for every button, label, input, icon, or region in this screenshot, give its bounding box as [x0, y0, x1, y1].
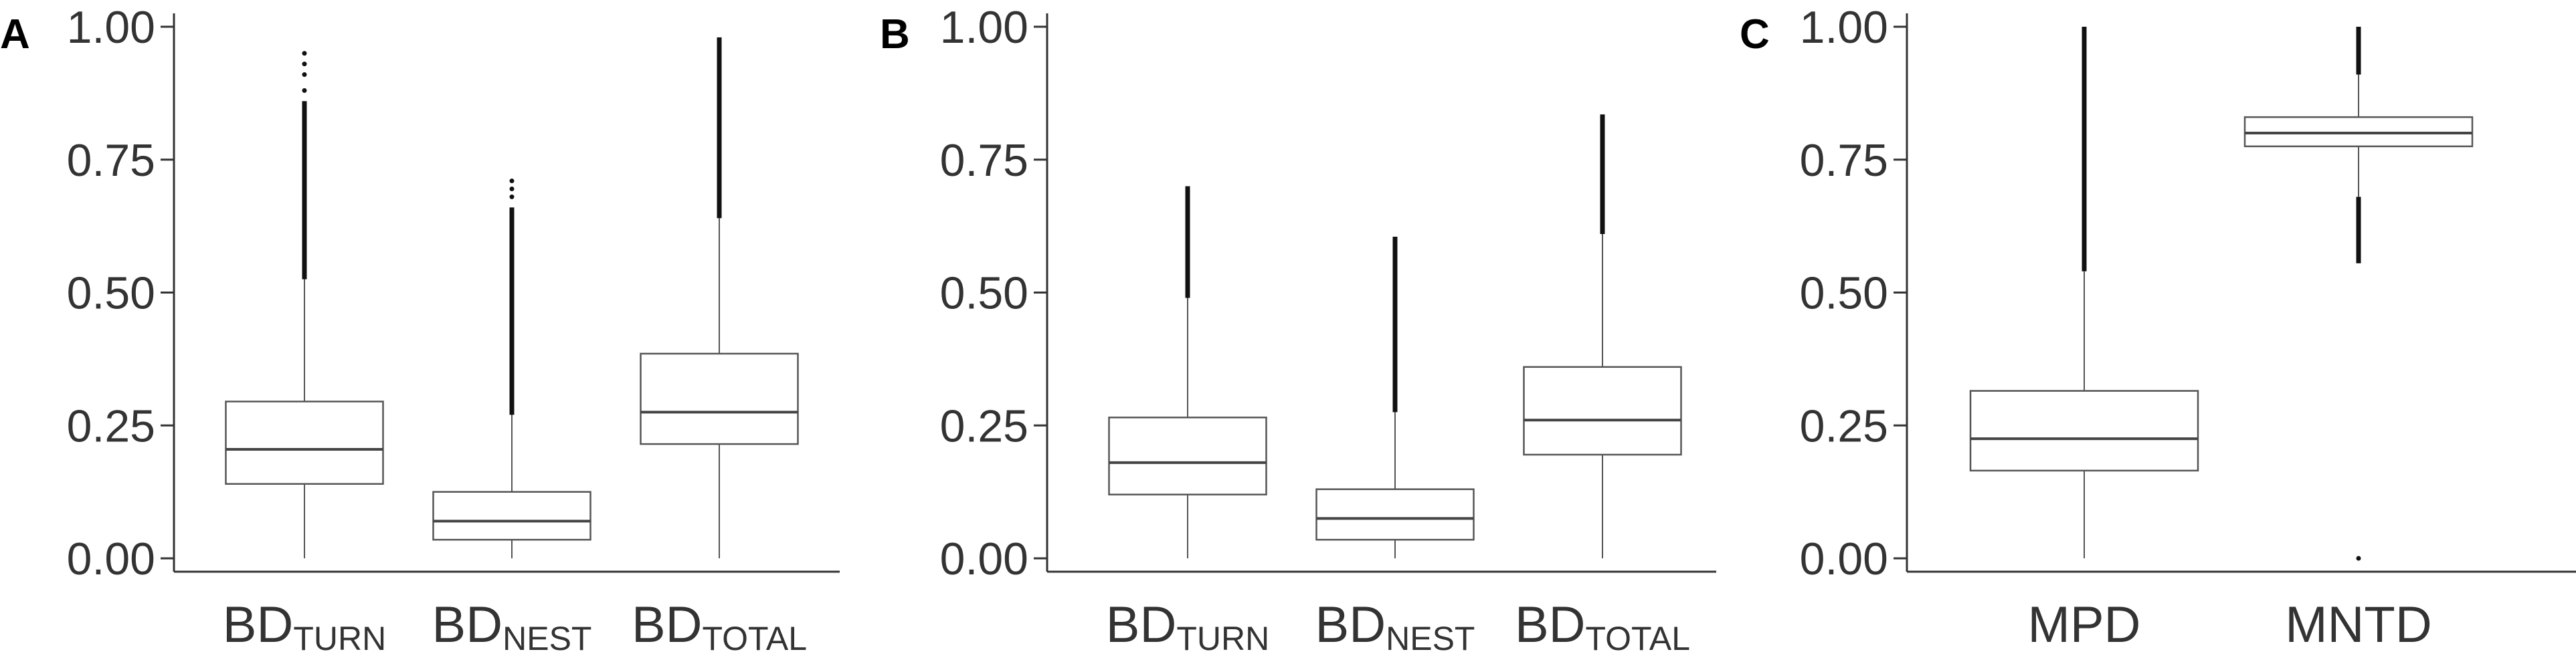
- outlier-point: [302, 72, 307, 78]
- panel-label: B: [880, 11, 910, 58]
- x-tick-label: BDTOTAL: [632, 596, 807, 657]
- box-iqr: [1523, 366, 1682, 456]
- y-tick-label: 1.00: [940, 2, 1028, 53]
- x-tick-label-main: BD: [632, 596, 703, 653]
- y-tick-label: 0.25: [940, 401, 1028, 451]
- outlier-point: [302, 62, 307, 67]
- y-tick-label: 0.00: [1800, 534, 1888, 584]
- y-tick-label: 0.00: [940, 534, 1028, 584]
- x-tick-label-main: BD: [223, 596, 294, 653]
- box-2: [2243, 27, 2474, 561]
- y-tick-label: 1.00: [67, 2, 155, 53]
- box-iqr: [432, 491, 591, 541]
- y-tick-label: 0.75: [940, 135, 1028, 186]
- x-tick-label-subscript: TOTAL: [703, 620, 808, 657]
- x-tick-label-subscript: TOTAL: [1586, 620, 1691, 657]
- x-tick-label-subscript: NEST: [1386, 620, 1475, 657]
- x-tick-label-main: BD: [1315, 596, 1386, 653]
- y-tick-label: 0.50: [1800, 268, 1888, 319]
- y-tick-label: 0.50: [940, 268, 1028, 319]
- x-tick-label: BDTURN: [223, 596, 386, 657]
- x-tick-label-main: MNTD: [2285, 596, 2432, 653]
- y-tick-label: 0.25: [67, 401, 155, 451]
- x-tick-label-main: BD: [1515, 596, 1586, 653]
- outlier-point: [302, 51, 307, 56]
- x-tick-label: MPD: [2028, 596, 2141, 653]
- outlier-point: [2356, 556, 2361, 561]
- x-tick-label-main: MPD: [2028, 596, 2141, 653]
- y-tick-label: 0.75: [67, 135, 155, 186]
- y-tick-label: 0.00: [67, 534, 155, 584]
- box-iqr: [225, 401, 384, 485]
- y-tick-label: 0.50: [67, 268, 155, 319]
- box-3: [1523, 114, 1682, 558]
- box-iqr: [1969, 390, 2199, 472]
- box-3: [640, 37, 799, 558]
- x-tick-label-subscript: TURN: [293, 620, 386, 657]
- panel-label: A: [0, 11, 30, 58]
- box-2: [1315, 237, 1475, 558]
- x-tick-label-subscript: TURN: [1176, 620, 1269, 657]
- x-tick-label: BDNEST: [1315, 596, 1475, 657]
- box-1: [225, 51, 384, 558]
- x-tick-label-subscript: NEST: [502, 620, 591, 657]
- y-tick-label: 0.25: [1800, 401, 1888, 451]
- panel-label: C: [1740, 11, 1770, 58]
- box-iqr: [1108, 417, 1267, 495]
- x-tick-label: MNTD: [2285, 596, 2432, 653]
- box-1: [1969, 27, 2199, 558]
- x-tick-label: BDTOTAL: [1515, 596, 1690, 657]
- y-tick-label: 0.75: [1800, 135, 1888, 186]
- x-tick-label: BDNEST: [432, 596, 592, 657]
- box-1: [1108, 186, 1267, 558]
- x-tick-label: BDTURN: [1106, 596, 1269, 657]
- box-2: [432, 179, 591, 558]
- x-tick-label-main: BD: [1106, 596, 1177, 653]
- y-tick-label: 1.00: [1800, 2, 1888, 53]
- box-iqr: [640, 352, 799, 445]
- outlier-point: [509, 186, 515, 191]
- outlier-point: [302, 88, 307, 93]
- x-tick-label-main: BD: [432, 596, 503, 653]
- box-iqr: [1315, 488, 1475, 541]
- outlier-point: [509, 179, 515, 184]
- outlier-point: [509, 194, 515, 199]
- panel-c: C 0.00 0.25 0.50 0.75 1.00 MPD MNTD: [1740, 2, 2576, 653]
